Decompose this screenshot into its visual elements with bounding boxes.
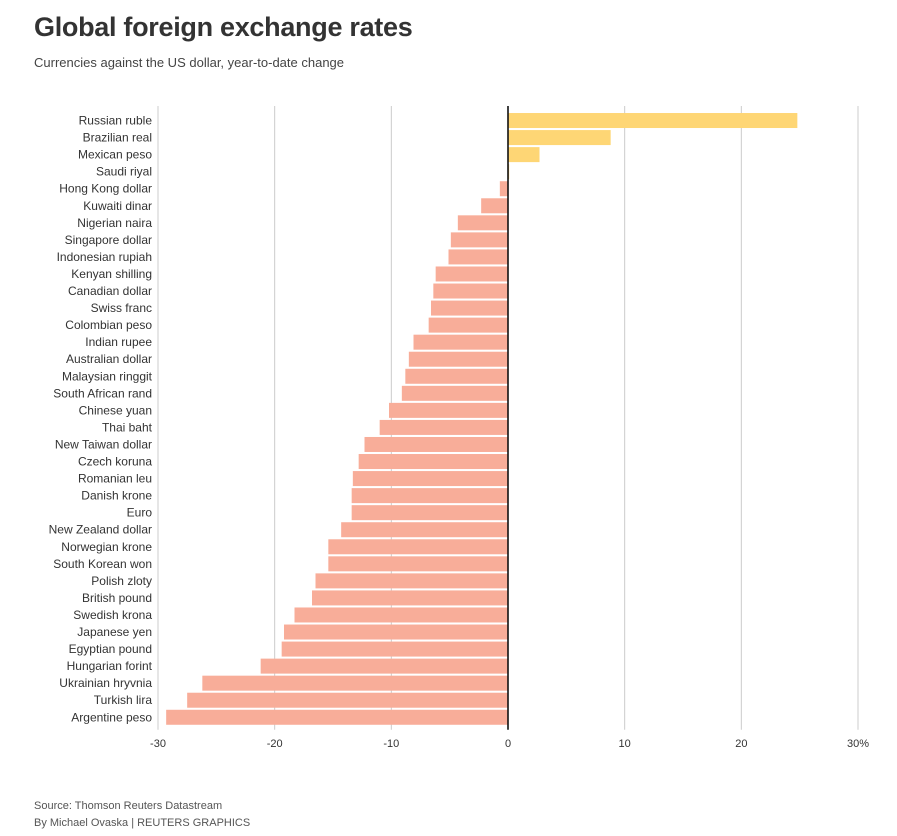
bar xyxy=(413,334,508,350)
bar xyxy=(260,658,508,674)
bar xyxy=(328,556,508,572)
bar xyxy=(431,300,508,316)
category-label: Turkish lira xyxy=(94,693,153,707)
bar xyxy=(379,419,508,435)
bar xyxy=(284,624,508,640)
source-note: Source: Thomson Reuters Datastream xyxy=(34,800,223,812)
category-labels: Russian ruble Brazilian real Mexican peso S… xyxy=(49,114,153,725)
bar xyxy=(481,198,508,214)
category-label: Ukrainian hryvnia xyxy=(59,676,152,690)
category-label: Polish zloty xyxy=(91,574,152,588)
bar xyxy=(166,709,508,725)
x-tick-label: -20 xyxy=(267,738,283,750)
bar xyxy=(351,505,508,521)
category-label: Hungarian forint xyxy=(67,659,153,673)
x-axis-ticks: -30 -20 -10 0 10 20 30% xyxy=(150,738,869,750)
category-label: Brazilian real xyxy=(83,131,152,145)
x-tick-label: -10 xyxy=(383,738,399,750)
bar xyxy=(499,181,508,197)
x-tick-label: 10 xyxy=(619,738,631,750)
x-tick-label: 0 xyxy=(505,738,511,750)
bar xyxy=(508,113,798,129)
category-label: Egyptian pound xyxy=(69,642,152,656)
bar xyxy=(450,232,508,248)
bar xyxy=(508,130,611,146)
bar xyxy=(312,590,508,606)
chart-subtitle: Currencies against the US dollar, year-t… xyxy=(34,55,345,70)
bar xyxy=(435,266,508,282)
category-label: Euro xyxy=(127,506,153,520)
gridlines xyxy=(157,106,859,730)
category-label: Indian rupee xyxy=(85,335,152,349)
bar xyxy=(428,317,508,333)
bar xyxy=(405,368,508,384)
category-label: Malaysian ringgit xyxy=(62,369,153,383)
category-label: Danish krone xyxy=(81,489,152,503)
category-label: Kenyan shilling xyxy=(71,267,152,281)
bar xyxy=(508,147,540,163)
category-label: Hong Kong dollar xyxy=(59,182,152,196)
bar xyxy=(351,488,508,504)
bars xyxy=(166,113,798,725)
x-tick-label: -30 xyxy=(150,738,166,750)
category-label: Colombian peso xyxy=(65,318,152,332)
category-label: Argentine peso xyxy=(71,710,152,724)
category-label: Canadian dollar xyxy=(68,284,152,298)
category-label: New Zealand dollar xyxy=(49,523,152,537)
category-label: Swiss franc xyxy=(91,301,152,315)
category-label: Kuwaiti dinar xyxy=(83,199,152,213)
bar xyxy=(448,249,508,265)
bar-chart: Russian ruble Brazilian real Mexican peso S… xyxy=(49,106,869,750)
category-label: Czech koruna xyxy=(78,455,152,469)
category-label: South Korean won xyxy=(53,557,152,571)
bar xyxy=(315,573,508,589)
bar xyxy=(358,454,508,470)
bar xyxy=(352,471,508,487)
category-label: Indonesian rupiah xyxy=(57,250,152,264)
category-label: Chinese yuan xyxy=(79,403,152,417)
bar xyxy=(341,522,508,538)
bar xyxy=(389,402,508,418)
category-label: Japanese yen xyxy=(77,625,152,639)
category-label: Mexican peso xyxy=(78,148,152,162)
bar xyxy=(433,283,508,299)
bar xyxy=(408,351,508,367)
category-label: Australian dollar xyxy=(66,352,152,366)
bar xyxy=(457,215,508,231)
bar xyxy=(364,436,508,452)
bar xyxy=(281,641,508,657)
category-label: Swedish krona xyxy=(73,608,152,622)
category-label: South African rand xyxy=(53,386,152,400)
category-label: Saudi riyal xyxy=(96,165,152,179)
category-label: British pound xyxy=(82,591,152,605)
category-label: Singapore dollar xyxy=(65,233,152,247)
category-label: Norwegian krone xyxy=(61,540,152,554)
x-tick-label: 30% xyxy=(847,738,869,750)
x-tick-label: 20 xyxy=(735,738,747,750)
chart-title: Global foreign exchange rates xyxy=(34,12,413,42)
bar xyxy=(328,539,508,555)
category-label: New Taiwan dollar xyxy=(55,437,152,451)
bar xyxy=(401,385,508,401)
bar xyxy=(294,607,508,623)
category-label: Nigerian naira xyxy=(77,216,152,230)
category-label: Russian ruble xyxy=(79,114,153,128)
bar xyxy=(187,692,508,708)
category-label: Romanian leu xyxy=(78,472,152,486)
byline: By Michael Ovaska | REUTERS GRAPHICS xyxy=(34,817,251,829)
bar xyxy=(202,675,509,691)
category-label: Thai baht xyxy=(102,420,153,434)
